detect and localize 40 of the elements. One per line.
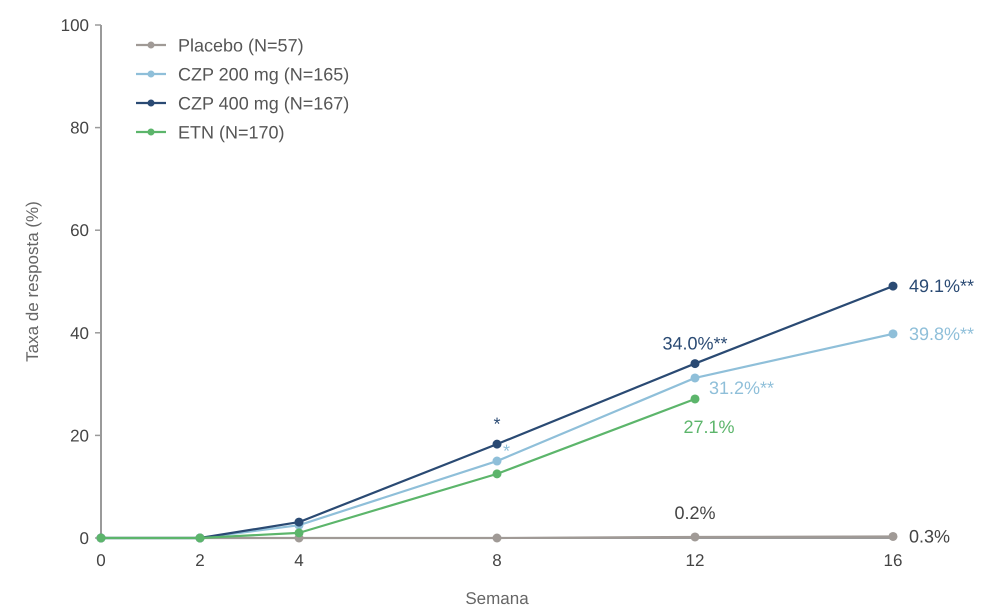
y-tick-label: 100 (60, 16, 89, 35)
point (294, 518, 304, 527)
x-tick-label: 16 (884, 551, 902, 570)
point (690, 394, 700, 404)
y-axis-title: Taxa de resposta (%) (23, 201, 42, 362)
legend-label: Placebo (N=57) (178, 35, 304, 56)
data-label: 0.2% (674, 502, 716, 523)
point (492, 440, 502, 449)
point (492, 469, 502, 478)
data-label: * (493, 414, 501, 434)
point (888, 329, 898, 338)
point (492, 456, 502, 466)
x-tick-label: 0 (96, 551, 106, 570)
data-label: 31.2%** (709, 378, 774, 398)
legend-label: ETN (N=170) (178, 122, 285, 142)
y-tick-label: 80 (70, 118, 89, 138)
point (690, 532, 700, 542)
y-tick-label: 60 (70, 221, 89, 240)
x-tick-label: 8 (492, 551, 502, 570)
data-label: 34.0%** (662, 334, 728, 354)
data-label: 0.3% (909, 526, 950, 546)
x-tick-label: 4 (294, 551, 304, 570)
point (492, 534, 502, 542)
point (888, 282, 898, 291)
y-tick-label: 40 (70, 324, 89, 343)
point (690, 373, 700, 382)
point (690, 359, 700, 368)
data-label: 27.1% (683, 416, 735, 437)
x-axis-title: Semana (465, 589, 530, 608)
data-label: 49.1%** (909, 276, 974, 296)
legend-label: CZP 400 mg (N=167) (178, 93, 350, 114)
data-label: * (503, 441, 510, 462)
x-tick-label: 2 (195, 551, 205, 570)
point (888, 532, 898, 541)
x-tick-label: 12 (686, 551, 704, 570)
legend-label: CZP 200 mg (N=165) (178, 64, 350, 84)
point (294, 528, 304, 538)
y-tick-label: 20 (70, 426, 89, 446)
y-tick-label: 0 (80, 528, 89, 548)
data-label: 39.8%** (909, 324, 974, 344)
